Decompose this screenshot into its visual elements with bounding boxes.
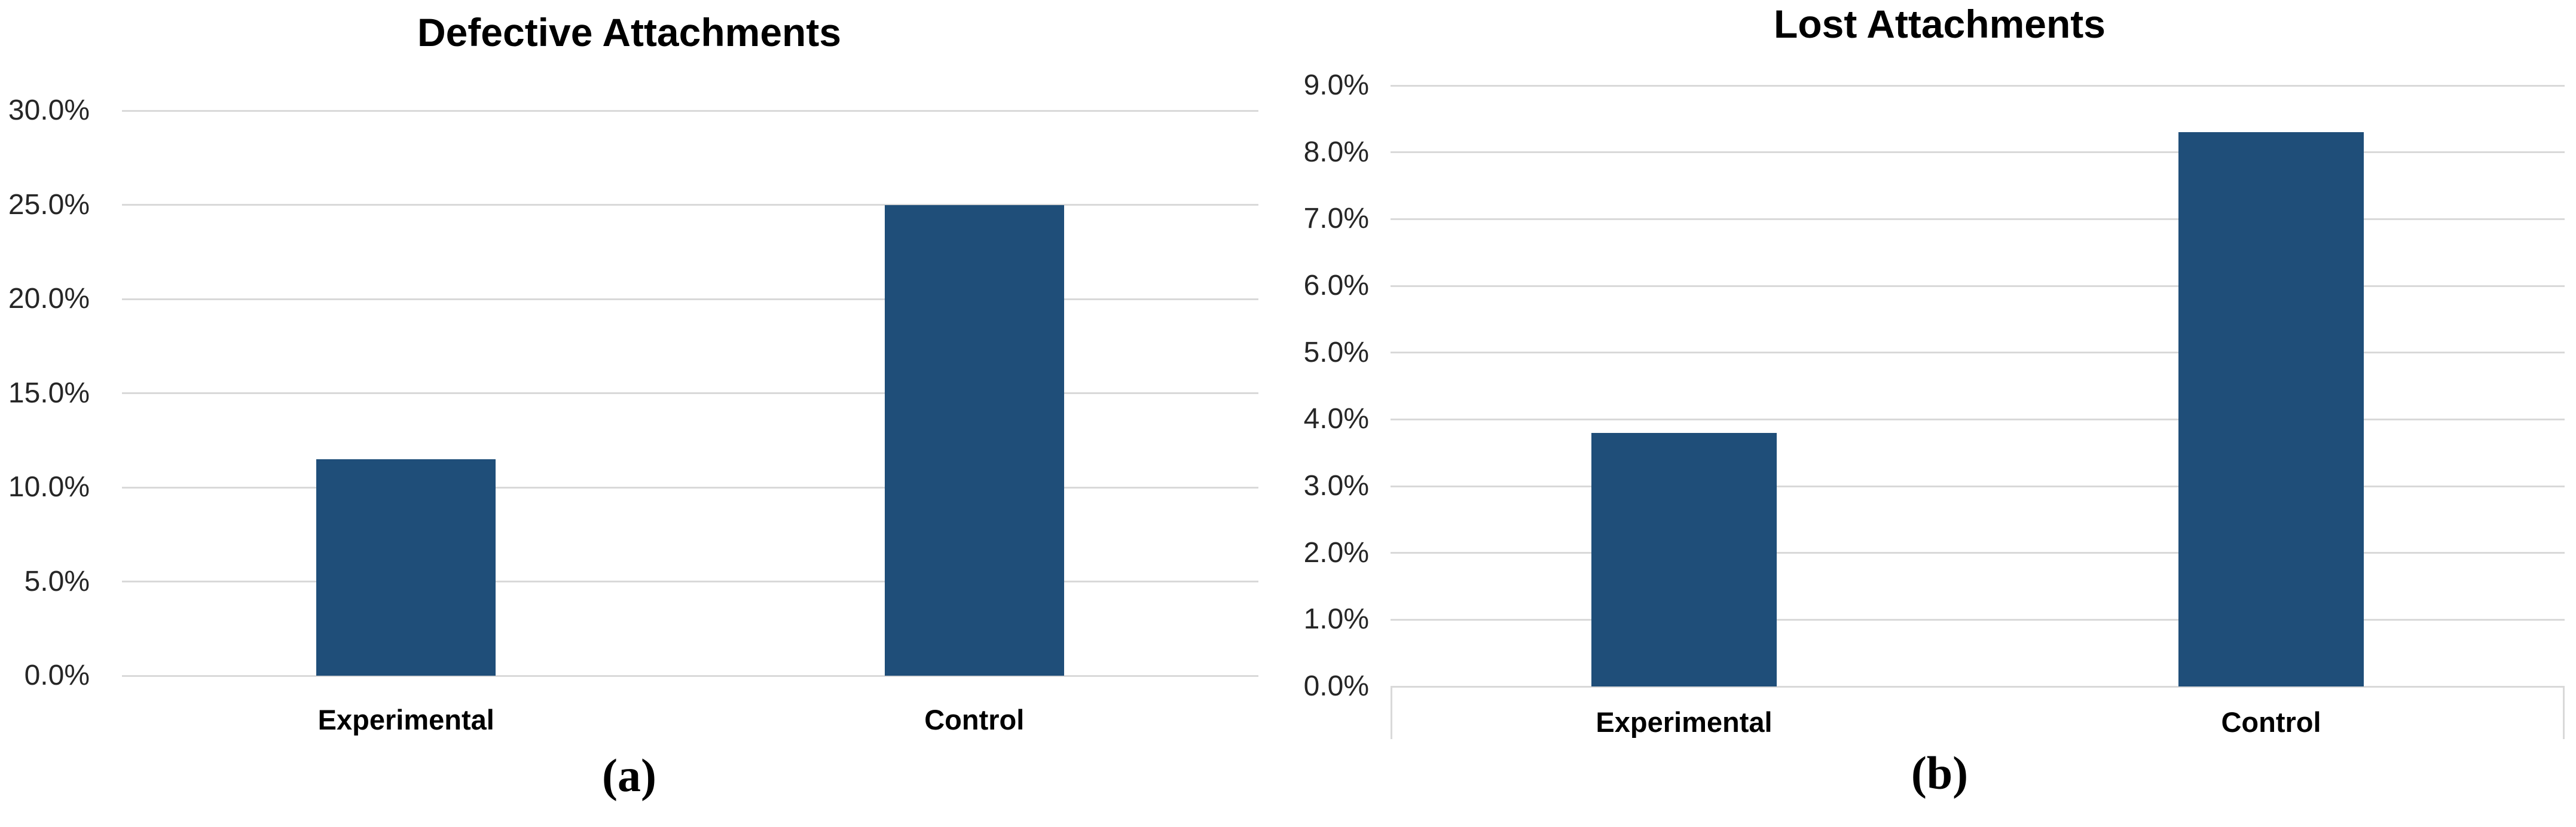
gridline [1391,218,2565,220]
gridline [122,109,1258,112]
gridline [122,486,1258,489]
y-axis-tick-label: 20.0% [8,283,90,315]
bar-experimental [316,459,496,676]
axis-end-cap [1391,686,1392,739]
gridline [1391,685,2565,688]
x-axis-category-label: Control [2221,706,2321,738]
gridline [122,298,1258,300]
gridline [122,675,1258,677]
y-axis-tick-label: 9.0% [1303,69,1369,101]
panel-label-a: (a) [602,749,656,801]
y-axis-tick-label: 6.0% [1303,270,1369,301]
gridline [1391,552,2565,554]
y-axis-tick-label: 7.0% [1303,203,1369,235]
gridline [122,392,1258,394]
x-axis-category-label: Experimental [317,704,494,736]
gridline [1391,618,2565,621]
x-axis-category-label: Control [924,704,1025,736]
y-axis-tick-label: 25.0% [8,188,90,221]
bar-control [884,205,1064,676]
y-axis-tick-label: 1.0% [1303,603,1369,636]
y-axis-tick-label: 5.0% [24,565,90,597]
gridline [122,581,1258,582]
y-axis-tick-label: 8.0% [1303,136,1369,168]
y-axis-tick-label: 3.0% [1303,470,1369,502]
chart-title-defective-attachments: Defective Attachments [417,10,842,54]
gridline [1391,418,2565,420]
y-axis-tick-label: 5.0% [1303,336,1369,368]
gridline [1391,485,2565,487]
x-axis-category-label: Experimental [1596,706,1773,738]
chart-title-lost-attachments: Lost Attachments [1774,2,2106,46]
gridline [1391,352,2565,354]
y-axis-tick-label: 4.0% [1303,403,1369,435]
y-axis-tick-label: 15.0% [8,377,90,409]
axis-end-cap [2563,686,2565,739]
y-axis-tick-label: 0.0% [24,660,90,691]
y-axis-tick-label: 30.0% [8,94,90,126]
gridline [1391,151,2565,154]
bar-control [2178,132,2364,686]
y-axis-tick-label: 2.0% [1303,536,1369,569]
y-axis-tick-label: 10.0% [8,471,90,503]
panel-label-b: (b) [1911,747,1969,799]
y-axis-tick-label: 0.0% [1303,670,1369,702]
bar-experimental [1591,432,1777,686]
gridline [1391,84,2565,87]
gridline [122,204,1258,206]
gridline [1391,285,2565,287]
